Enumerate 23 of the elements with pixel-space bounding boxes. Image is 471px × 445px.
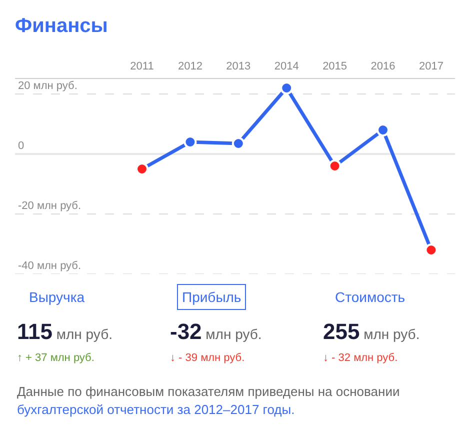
text: 255 млн руб. [323, 319, 420, 344]
x-tick-label: 2016 [370, 60, 396, 73]
x-tick-label: 2012 [178, 60, 202, 73]
text: бухгалтерской отчетности за 2012–2017 годы. [17, 402, 295, 417]
y-tick-label: 0 [18, 140, 24, 152]
text: ↑ + 37 млн руб. [17, 352, 94, 364]
chart-title: Финансы [15, 15, 108, 37]
text: 115 млн руб. [17, 319, 112, 344]
x-tick-label: 2011 [130, 60, 154, 73]
text: Выручка [29, 289, 85, 305]
x-tick-label: 2015 [322, 60, 348, 73]
text: Данные по финансовым показателям приведены на основании [17, 384, 400, 399]
x-tick-label: 2014 [274, 60, 299, 73]
text: ↓ - 39 млн руб. [170, 352, 245, 364]
x-tick-label: 2013 [226, 60, 251, 73]
text: Прибыль [182, 289, 242, 305]
y-tick-label: -20 млн руб. [18, 200, 82, 212]
text: -32 млн руб. [170, 319, 262, 344]
y-tick-label: 20 млн руб. [18, 80, 78, 92]
y-tick-label: -40 млн руб. [18, 260, 82, 272]
text: ↓ - 32 млн руб. [323, 352, 398, 364]
text: Стоимость [335, 289, 406, 305]
x-tick-label: 2017 [418, 60, 444, 73]
